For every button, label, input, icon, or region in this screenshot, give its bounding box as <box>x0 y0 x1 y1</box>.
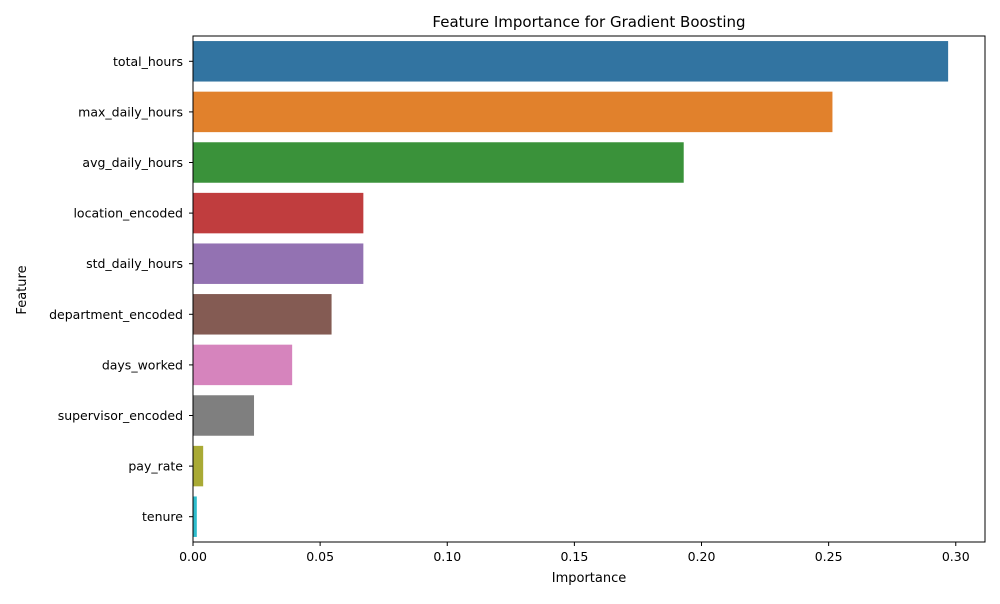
x-axis-label: Importance <box>552 571 627 586</box>
y-tick-label: std_daily_hours <box>86 256 183 271</box>
y-tick-label: pay_rate <box>128 459 183 474</box>
bar-std-daily-hours <box>193 243 364 284</box>
x-tick-label: 0.30 <box>942 549 970 564</box>
bar-department-encoded <box>193 294 332 335</box>
bar-avg-daily-hours <box>193 142 684 183</box>
x-tick-label: 0.25 <box>815 549 843 564</box>
bar-pay-rate <box>193 445 204 487</box>
y-tick-label: total_hours <box>113 54 183 69</box>
x-tick-label: 0.05 <box>306 549 334 564</box>
plot-frame <box>192 35 986 543</box>
bar-supervisor-encoded <box>193 395 255 436</box>
y-tick-label: location_encoded <box>73 206 183 221</box>
bar-location-encoded <box>193 192 364 234</box>
y-axis-label: Feature <box>15 265 30 314</box>
plot-area: total_hours max_daily_hours avg_daily_hour… <box>49 35 986 564</box>
y-tick-label: department_encoded <box>49 307 183 322</box>
bar-max-daily-hours <box>193 91 833 133</box>
y-tick-label: supervisor_encoded <box>58 408 183 423</box>
x-tick-label: 0.10 <box>433 549 461 564</box>
bar-total-hours <box>193 41 949 82</box>
x-tick-label: 0.20 <box>688 549 716 564</box>
bar-days-worked <box>193 344 293 386</box>
bar-tenure <box>193 496 197 537</box>
y-tick-label: max_daily_hours <box>78 104 183 119</box>
y-tick-label: avg_daily_hours <box>82 155 183 170</box>
x-tick-label: 0.15 <box>560 549 588 564</box>
y-tick-label: tenure <box>142 509 183 524</box>
x-tick-label: 0.00 <box>179 549 207 564</box>
chart-title: Feature Importance for Gradient Boosting <box>432 13 745 31</box>
y-tick-label: days_worked <box>102 357 183 372</box>
